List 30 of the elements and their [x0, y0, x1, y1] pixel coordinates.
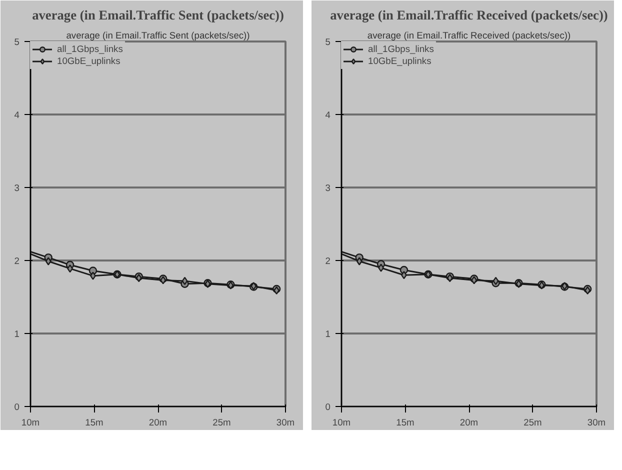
- y-tick-label: 2: [325, 256, 331, 266]
- x-tick-label: 30m: [276, 418, 295, 428]
- x-tick-label: 15m: [85, 418, 104, 428]
- y-tick-label: 1: [14, 329, 20, 339]
- y-tick-label: 5: [14, 37, 20, 47]
- y-tick-label: 4: [14, 110, 20, 120]
- legend-label: 10GbE_uplinks: [57, 55, 120, 67]
- chart-subtitle: average (in Email.Traffic Received (packets/sec)): [367, 30, 571, 40]
- y-tick-label: 3: [325, 183, 331, 193]
- legend-label: 10GbE_uplinks: [368, 55, 432, 67]
- x-tick-label: 20m: [460, 418, 478, 428]
- x-tick-label: 25m: [524, 418, 542, 428]
- x-tick-label: 20m: [148, 418, 168, 428]
- x-tick-label: 10m: [21, 418, 40, 428]
- chart-title: average (in Email.Traffic Sent (packets/sec)): [32, 8, 284, 22]
- y-tick-label: 4: [325, 110, 331, 120]
- x-tick-label: 25m: [212, 418, 232, 428]
- y-tick-label: 0: [325, 402, 331, 412]
- y-tick-label: 0: [14, 402, 20, 412]
- x-tick-label: 10m: [332, 418, 351, 428]
- chart-subtitle: average (in Email.Traffic Sent (packets/sec)): [66, 30, 250, 40]
- x-tick-label: 30m: [587, 418, 606, 428]
- y-tick-label: 3: [14, 183, 20, 193]
- legend-label: all_1Gbps_links: [57, 43, 123, 55]
- y-tick-label: 1: [325, 329, 331, 339]
- y-tick-label: 5: [325, 37, 331, 47]
- chart-title: average (in Email.Traffic Received (packets/sec)): [330, 8, 608, 22]
- y-tick-label: 2: [14, 256, 20, 266]
- x-tick-label: 15m: [396, 418, 415, 428]
- legend-label: all_1Gbps_links: [368, 43, 434, 55]
